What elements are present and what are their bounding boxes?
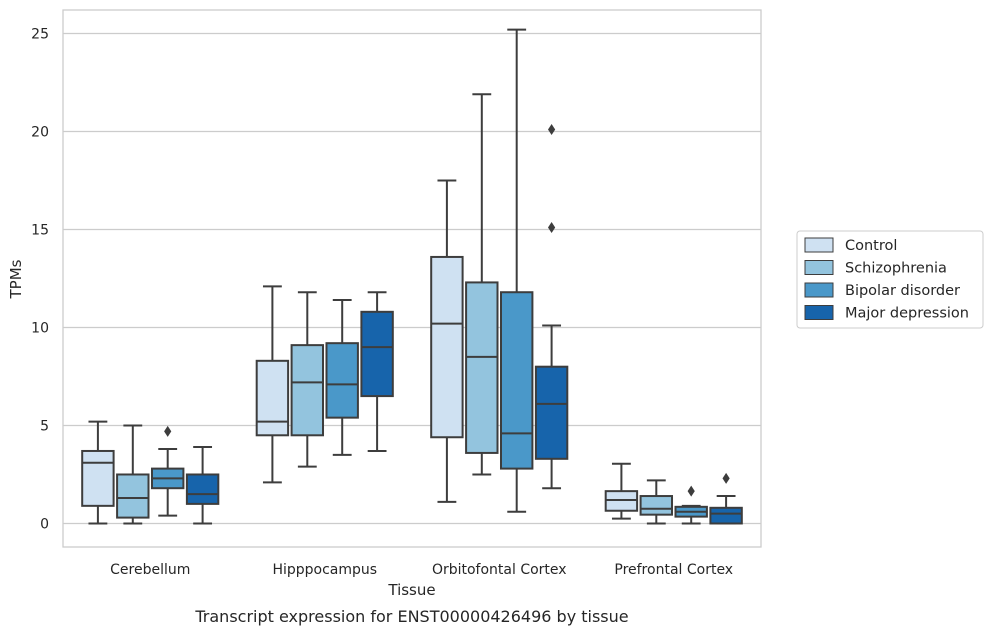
legend-label: Control <box>845 238 897 254</box>
y-tick-labels: 0 5 10 15 20 25 <box>31 27 49 533</box>
outlier-point <box>548 222 556 234</box>
x-tick-label: Orbitofontal Cortex <box>432 562 567 578</box>
x-axis-title: Tissue <box>387 581 435 599</box>
box <box>674 485 708 525</box>
box-iqr <box>290 344 325 437</box>
box <box>534 124 569 490</box>
box <box>430 179 464 503</box>
outlier-point <box>722 472 730 484</box>
y-tick-label: 0 <box>40 516 49 532</box>
box-iqr <box>185 473 220 505</box>
box-iqr <box>639 495 674 516</box>
y-tick-label: 5 <box>40 418 49 434</box>
outlier-point <box>164 425 172 437</box>
box <box>185 446 220 525</box>
y-axis-title: TPMs <box>7 259 25 299</box>
legend-swatch <box>804 282 834 298</box>
y-tick-label: 25 <box>31 27 49 43</box>
box <box>360 291 394 452</box>
y-gridlines <box>63 32 761 525</box>
legend-swatch <box>804 305 834 320</box>
legend-label: Schizophrenia <box>845 261 947 277</box>
box <box>255 285 290 484</box>
box <box>116 424 150 525</box>
legend-label: Bipolar disorder <box>845 283 960 299</box>
box-series <box>81 28 743 525</box>
box-iqr <box>534 365 569 460</box>
box <box>465 93 499 476</box>
box <box>150 425 185 517</box>
outlier-point <box>548 124 556 136</box>
legend: Control Schizophrenia Bipolar disorder Majo… <box>796 230 984 329</box>
x-tick-label: Cerebellum <box>110 562 190 578</box>
legend-swatch <box>804 237 834 253</box>
y-tick-label: 15 <box>31 223 49 239</box>
y-tick-label: 10 <box>31 320 49 336</box>
box-iqr <box>430 255 464 439</box>
box <box>81 420 115 525</box>
box <box>639 479 674 525</box>
plot-area <box>62 9 762 548</box>
box-iqr <box>465 281 499 454</box>
box-iqr <box>325 342 359 419</box>
box-iqr <box>116 473 150 519</box>
legend-swatch <box>804 260 834 275</box>
box <box>499 28 534 513</box>
box <box>604 462 639 520</box>
outlier-point <box>687 485 695 497</box>
box-iqr <box>360 310 394 398</box>
box-iqr <box>255 359 290 437</box>
x-tick-label: Hipppocampus <box>272 562 377 578</box>
chart-caption: Transcript expression for ENST0000042649… <box>194 607 628 626</box>
box <box>709 472 743 525</box>
box <box>290 291 325 468</box>
y-tick-label: 20 <box>31 125 49 141</box>
legend-frame <box>796 230 984 329</box>
legend-label: Major depression <box>845 306 969 322</box>
x-tick-label: Prefrontal Cortex <box>614 562 733 578</box>
box <box>325 299 359 456</box>
box-iqr <box>81 449 115 507</box>
box-iqr <box>709 506 743 525</box>
box-iqr <box>499 291 534 470</box>
x-tick-labels: Cerebellum Hipppocampus Orbitofontal Corte… <box>110 562 733 578</box>
